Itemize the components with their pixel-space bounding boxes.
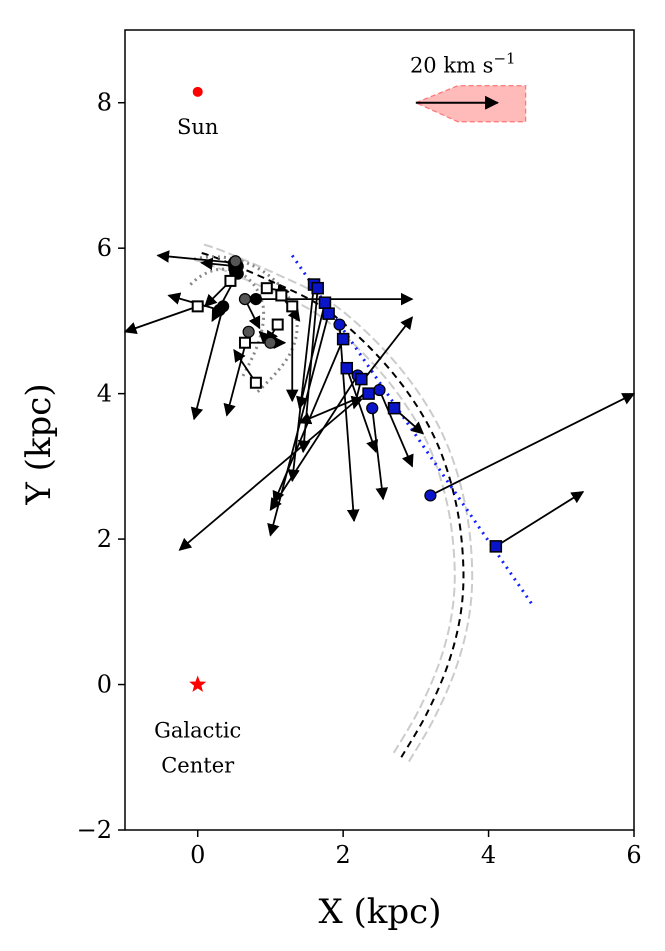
data-point-square — [489, 540, 503, 553]
scale-bar-label-superscript: −1 — [493, 50, 515, 68]
velocity-arrow — [298, 392, 369, 425]
y-tick-label: 8 — [97, 89, 112, 117]
velocity-arrow — [156, 250, 235, 264]
velocity-arrows-layer — [123, 250, 636, 551]
data-point-circle — [229, 255, 242, 268]
x-tick-label: 4 — [481, 841, 496, 869]
velocity-arrow — [287, 284, 315, 483]
spiral-arm-outer-edge — [194, 259, 456, 754]
velocity-arrow — [495, 491, 585, 548]
x-tick-label: 6 — [626, 841, 641, 869]
velocity-arrow — [297, 288, 319, 454]
y-tick-label: 2 — [97, 525, 112, 553]
data-point-circle — [373, 383, 386, 397]
data-points-layer — [191, 255, 503, 553]
x-axis-label: X (kpc) — [319, 892, 442, 932]
y-tick-label: 0 — [97, 671, 112, 699]
sun-marker — [192, 86, 203, 97]
annotations-layer: Sun Galactic Center — [154, 86, 241, 778]
scale-bar-layer: 20 km s−1 — [410, 50, 527, 123]
velocity-arrow — [190, 306, 225, 421]
velocity-arrow — [123, 305, 199, 335]
data-point-circle — [424, 489, 437, 502]
data-point-circle — [249, 292, 262, 306]
data-point-open-square — [249, 376, 262, 389]
data-point-open-square — [191, 300, 204, 313]
velocity-arrow — [269, 374, 359, 512]
x-tick-label: 2 — [336, 841, 351, 869]
data-point-square — [387, 401, 401, 415]
velocity-arrow — [360, 316, 413, 384]
scale-bar-label: 20 km s−1 — [410, 50, 516, 78]
y-tick-label: −2 — [77, 816, 112, 844]
velocity-arrow — [371, 408, 389, 501]
spiral-arm-layer — [189, 242, 474, 763]
velocity-arrow — [178, 389, 370, 551]
galactic-center-star-icon — [189, 675, 207, 692]
local-contour-inner — [189, 267, 266, 380]
data-point-open-square — [238, 336, 251, 349]
velocity-arrow — [338, 324, 360, 523]
spiral-arm-inner-edge — [200, 242, 474, 763]
data-point-open-square — [224, 274, 237, 287]
velocity-arrow — [345, 367, 379, 454]
galactic-center-label-line2: Center — [161, 754, 235, 778]
velocity-arrow — [378, 389, 414, 468]
data-point-circle — [238, 292, 252, 306]
data-point-square — [362, 387, 375, 400]
data-point-circle — [333, 318, 346, 331]
data-point-circle — [366, 402, 379, 415]
ticks-layer: 0 2 4 6 −2 0 2 4 6 8 — [77, 89, 642, 869]
data-point-square — [355, 372, 368, 386]
data-point-open-square — [260, 282, 273, 295]
velocity-arrow — [429, 392, 636, 497]
sun-label: Sun — [177, 115, 218, 139]
spiral-arm-centerline — [197, 250, 465, 758]
data-point-circle — [242, 325, 255, 338]
data-point-open-square — [271, 318, 284, 331]
data-point-open-square — [286, 300, 299, 313]
data-point-open-square — [275, 289, 288, 302]
y-tick-label: 6 — [97, 234, 112, 262]
data-point-circle — [213, 303, 226, 317]
scale-bar-label-text: 20 km s — [410, 54, 494, 78]
data-point-square — [322, 307, 335, 320]
x-tick-label: 0 — [190, 841, 205, 869]
data-point-square — [311, 281, 324, 295]
y-tick-label: 4 — [97, 380, 112, 408]
plot-frame — [124, 29, 635, 831]
data-point-circle — [264, 336, 277, 349]
data-point-square — [318, 296, 332, 309]
velocity-arrow — [296, 302, 326, 410]
data-point-square — [336, 332, 350, 346]
galactic-center-label-line1: Galactic — [154, 719, 241, 743]
velocity-arrow — [267, 313, 330, 537]
y-axis-label: Y (kpc) — [19, 383, 59, 505]
data-point-square — [340, 361, 354, 375]
